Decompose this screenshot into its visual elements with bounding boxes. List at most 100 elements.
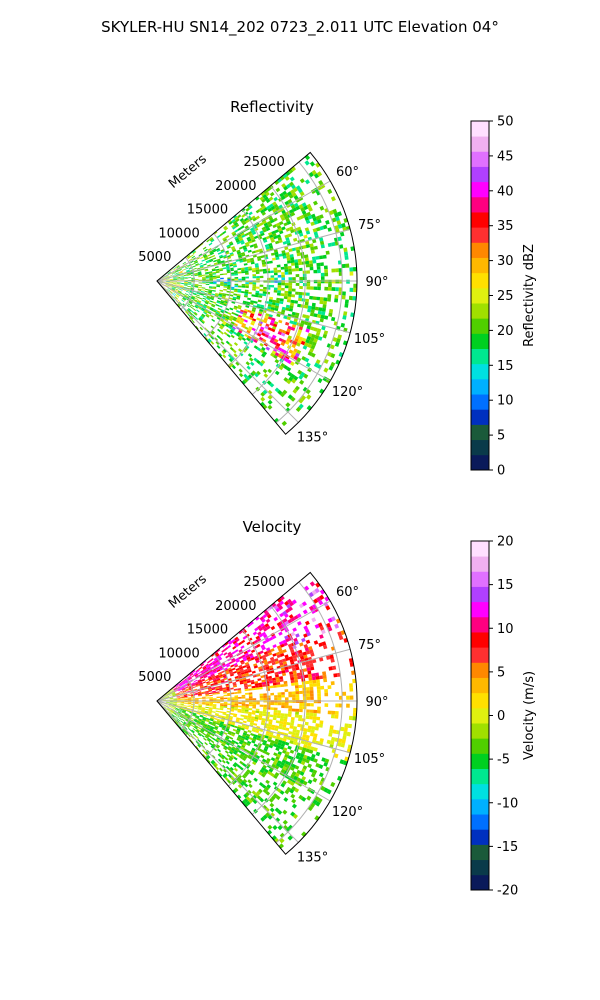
panel-reflectivity: Reflectivity 5000 10000 15000 20000 25000 Mete… (138, 98, 537, 479)
azimuth-line (156, 700, 299, 843)
range-tick-label: 15000 (187, 203, 228, 218)
range-tick-label: 10000 (158, 226, 199, 241)
colorbar-tick-label: 5 (497, 665, 505, 680)
range-ring (251, 605, 306, 815)
range-tick-label: 10000 (158, 646, 199, 661)
sector-outline (156, 151, 358, 435)
colorbar-swatch (471, 409, 489, 425)
azimuth-tick-label: 120° (332, 385, 363, 400)
colorbar-tick-label: 50 (497, 115, 514, 130)
colorbar-swatch (471, 738, 489, 754)
colorbar-swatch (471, 632, 489, 648)
colorbar-swatch (471, 136, 489, 152)
colorbar-swatch (471, 707, 489, 724)
range-ring (251, 185, 306, 395)
colorbar: -20 -15 -10 -5 0 5 10 15 20 Velocity (m/s) (470, 535, 537, 899)
colorbar-swatch (471, 181, 489, 198)
colorbar-tick-label: 20 (497, 535, 514, 550)
range-tick-label: 5000 (138, 670, 171, 685)
colorbar-swatch (471, 647, 489, 663)
range-axis-label: Meters (166, 152, 210, 192)
colorbar-tick-label: 0 (497, 464, 505, 479)
colorbar-swatch (471, 586, 489, 603)
azimuth-tick-label: 90° (365, 275, 388, 290)
range-ring (275, 161, 343, 424)
azimuth-line (156, 180, 331, 282)
range-ring (228, 209, 269, 367)
colorbar-swatch (471, 814, 489, 830)
colorbar-swatch (471, 798, 489, 815)
colorbar-swatch (471, 212, 489, 228)
range-tick-label: 20000 (215, 179, 256, 194)
range-axis-label: Meters (166, 572, 210, 612)
range-tick-label: 15000 (187, 623, 228, 638)
colorbar-tick-label: 5 (497, 429, 505, 444)
colorbar: 0 5 10 15 20 25 30 35 40 45 50 Reflectivity dBZ (470, 115, 537, 479)
azimuth-line (156, 700, 331, 802)
azimuth-tick-label: 135° (297, 431, 328, 446)
polar-grid (156, 581, 357, 844)
azimuth-tick-label: 75° (358, 638, 381, 653)
azimuth-line (156, 600, 331, 702)
azimuth-tick-label: 105° (354, 752, 385, 767)
colorbar-swatch (471, 768, 489, 785)
azimuth-line (156, 280, 331, 382)
colorbar-tick-label: 40 (497, 184, 514, 199)
colorbar-swatch (471, 601, 489, 618)
colorbar-swatch (471, 378, 489, 395)
colorbar-tick-label: 10 (497, 622, 514, 637)
data-cells (158, 581, 357, 849)
colorbar-swatch (471, 859, 489, 876)
azimuth-line (156, 280, 299, 423)
colorbar-tick-label: 20 (497, 324, 514, 339)
azimuth-tick-label: 75° (358, 218, 381, 233)
colorbar-tick-label: 30 (497, 254, 514, 269)
colorbar-tick-label: -5 (497, 753, 510, 768)
azimuth-line (156, 280, 351, 334)
colorbar-swatch (471, 394, 489, 410)
colorbar-swatch (471, 541, 489, 557)
panel-title: Reflectivity (230, 98, 314, 116)
range-ring (228, 629, 269, 787)
colorbar-swatch (471, 303, 489, 319)
colorbar-swatch (471, 723, 489, 739)
figure-title: SKYLER-HU SN14_202 0723_2.011 UTC Elevat… (101, 18, 499, 37)
azimuth-tick-label: 90° (365, 695, 388, 710)
colorbar-tick-label: 15 (497, 578, 514, 593)
colorbar-swatch (471, 439, 489, 456)
range-tick-label: 25000 (244, 155, 285, 170)
panel-title: Velocity (243, 518, 302, 536)
colorbar-swatch (471, 844, 489, 861)
range-ring (275, 581, 343, 844)
range-tick-label: 20000 (215, 599, 256, 614)
sector-outline (156, 571, 358, 855)
colorbar-swatch (471, 196, 489, 213)
colorbar-swatch (471, 454, 489, 471)
colorbar-swatch (471, 121, 489, 137)
colorbar-swatch (471, 692, 489, 709)
colorbar-swatch (471, 556, 489, 572)
colorbar-tick-label: 45 (497, 149, 514, 164)
colorbar-label: Reflectivity dBZ (522, 244, 537, 347)
colorbar-swatch (471, 829, 489, 845)
colorbar-swatch (471, 662, 489, 678)
colorbar-swatch (471, 348, 489, 365)
colorbar-swatch (471, 242, 489, 258)
colorbar-swatch (471, 151, 489, 167)
azimuth-line (156, 700, 351, 754)
colorbar-tick-label: -15 (497, 840, 518, 855)
colorbar-swatch (471, 272, 489, 289)
colorbar-swatch (471, 287, 489, 304)
colorbar-tick-label: 15 (497, 359, 514, 374)
colorbar-tick-label: 35 (497, 219, 514, 234)
polar-grid (156, 161, 357, 424)
colorbar-swatch (471, 363, 489, 380)
colorbar-tick-label: -10 (497, 796, 518, 811)
azimuth-line (156, 228, 351, 282)
azimuth-tick-label: 105° (354, 332, 385, 347)
colorbar-tick-label: 0 (497, 709, 505, 724)
colorbar-swatch (471, 424, 489, 441)
colorbar-swatch (471, 257, 489, 274)
colorbar-swatch (471, 318, 489, 334)
